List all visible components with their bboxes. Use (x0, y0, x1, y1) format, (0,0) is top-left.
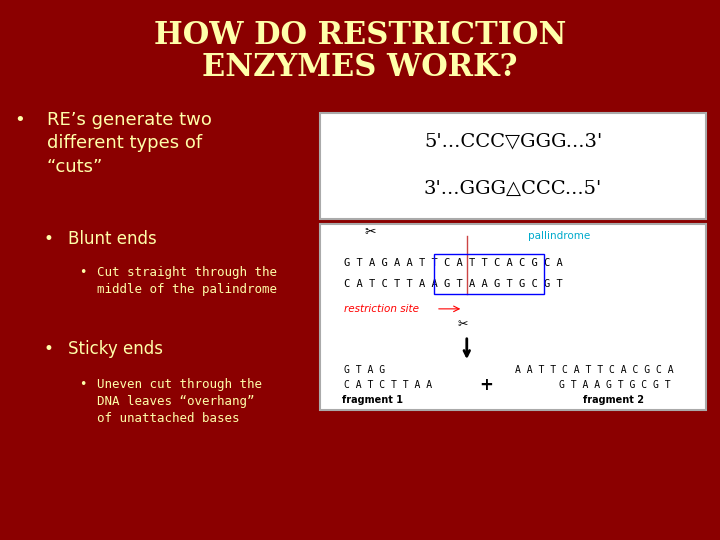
Text: fragment 1: fragment 1 (342, 395, 403, 405)
Bar (320, 113, 706, 219)
Text: 3'...GGG△CCC...5': 3'...GGG△CCC...5' (424, 180, 602, 198)
Bar (320, 224, 706, 410)
Text: fragment 2: fragment 2 (582, 395, 644, 405)
Text: •: • (79, 378, 86, 391)
Text: C A T C T T A A: C A T C T T A A (343, 380, 431, 390)
Text: G T A A G T G C G T: G T A A G T G C G T (559, 380, 671, 390)
Text: A A T T C A T T C A C G C A: A A T T C A T T C A C G C A (515, 366, 673, 375)
Text: G T A G A A T T C A T T C A C G C A: G T A G A A T T C A T T C A C G C A (343, 258, 562, 268)
Text: C A T C T T A A G T A A G T G C G T: C A T C T T A A G T A A G T G C G T (343, 279, 562, 289)
Text: G T A G: G T A G (343, 366, 384, 375)
Text: HOW DO RESTRICTION: HOW DO RESTRICTION (154, 19, 566, 51)
Text: RE’s generate two
different types of
“cuts”: RE’s generate two different types of “cu… (47, 111, 212, 176)
Text: Uneven cut through the
DNA leaves “overhang”
of unattached bases: Uneven cut through the DNA leaves “overh… (97, 378, 262, 425)
Text: •: • (43, 230, 53, 247)
Text: restriction site: restriction site (343, 304, 418, 314)
Bar (434, 254, 544, 294)
Text: 5'...CCC▽GGG...3': 5'...CCC▽GGG...3' (424, 133, 602, 151)
Text: ENZYMES WORK?: ENZYMES WORK? (202, 52, 518, 83)
Text: ✂: ✂ (364, 226, 377, 239)
Text: Blunt ends: Blunt ends (68, 230, 157, 247)
Text: •: • (43, 340, 53, 358)
Text: Sticky ends: Sticky ends (68, 340, 163, 358)
Text: Cut straight through the
middle of the palindrome: Cut straight through the middle of the p… (97, 266, 277, 296)
Text: pallindrome: pallindrome (528, 231, 590, 241)
Text: •: • (79, 266, 86, 279)
Text: •: • (14, 111, 25, 129)
Text: ✂: ✂ (458, 318, 469, 331)
Text: +: + (479, 376, 493, 394)
